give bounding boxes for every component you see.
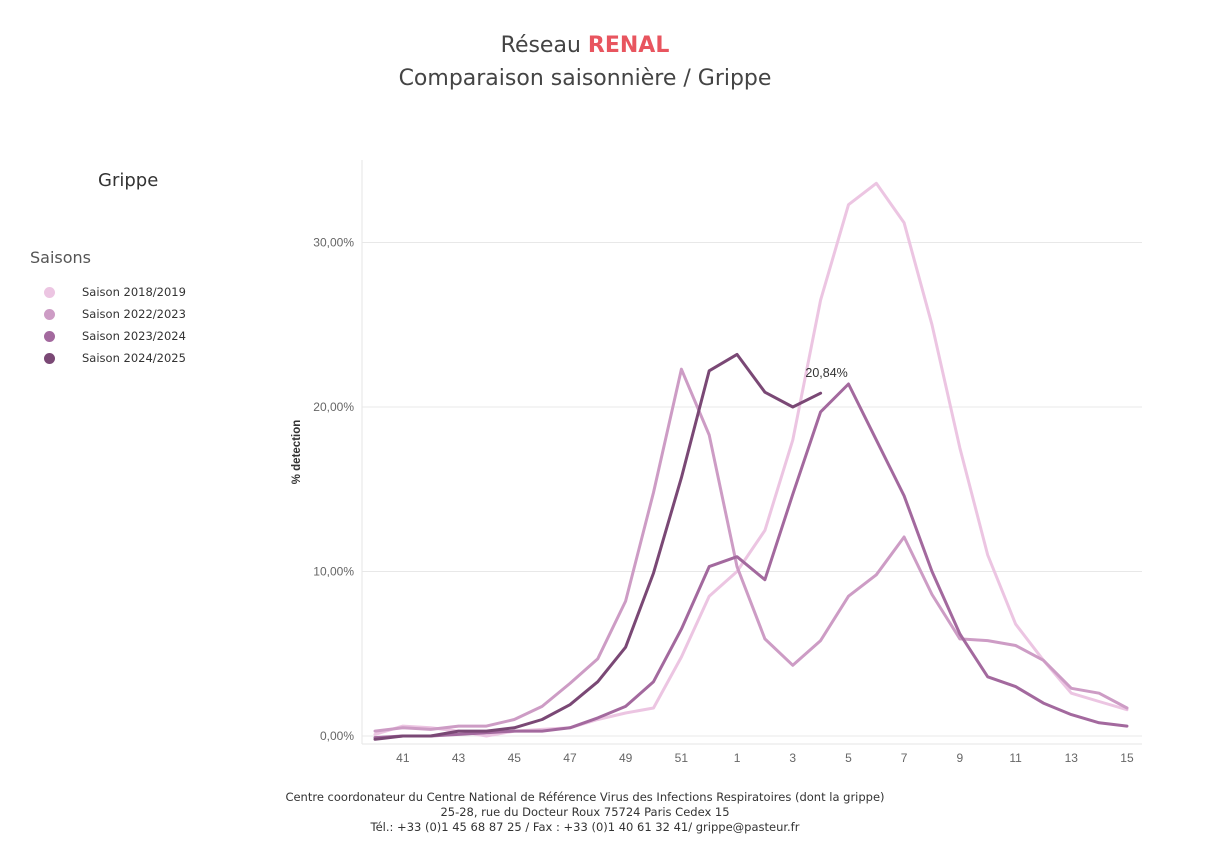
footer-line-2: 25-28, rue du Docteur Roux 75724 Paris C…	[440, 805, 730, 819]
series-line-4	[373, 352, 823, 741]
x-tick-label: 1	[734, 751, 741, 765]
legend-dot-icon	[44, 308, 55, 320]
legend-dot-icon	[44, 330, 55, 342]
page-subtitle: Comparaison saisonnière / Grippe	[398, 66, 772, 91]
footer-line-1: Centre coordonateur du Centre National d…	[285, 790, 885, 804]
legend-label: Saison 2018/2019	[82, 285, 186, 299]
legend-item[interactable]: Saison 2023/2024	[30, 325, 186, 347]
footer-line-3: Tél.: +33 (0)1 45 68 87 25 / Fax : +33 (…	[370, 820, 800, 834]
footer: Centre coordonateur du Centre National d…	[220, 790, 950, 835]
y-axis-title: % detection	[291, 420, 303, 485]
title-prefix: Réseau	[500, 33, 581, 58]
series-line-3	[373, 382, 1129, 740]
x-tick-label: 51	[675, 751, 689, 765]
x-tick-label: 15	[1120, 751, 1134, 765]
legend: Saisons Saison 2018/2019 Saison 2022/202…	[30, 248, 186, 369]
legend-dot-icon	[44, 286, 55, 298]
title-accent: RENAL	[587, 33, 670, 58]
series-line-2	[373, 367, 1129, 733]
legend-item[interactable]: Saison 2022/2023	[30, 303, 186, 325]
legend-item[interactable]: Saison 2024/2025	[30, 347, 186, 369]
y-tick-label: 10,00%	[313, 565, 354, 579]
x-tick-label: 49	[619, 751, 633, 765]
x-tick-label: 47	[563, 751, 577, 765]
legend-label: Saison 2022/2023	[82, 307, 186, 321]
page-header: Réseau RENAL Comparaison saisonnière / G…	[0, 30, 1170, 96]
legend-label: Saison 2024/2025	[82, 351, 186, 365]
x-tick-label: 11	[1009, 751, 1022, 765]
legend-item[interactable]: Saison 2018/2019	[30, 281, 186, 303]
legend-dot-icon	[44, 352, 55, 364]
y-tick-label: 0,00%	[320, 729, 354, 743]
x-tick-label: 45	[508, 751, 522, 765]
legend-label: Saison 2023/2024	[82, 329, 186, 343]
y-tick-label: 30,00%	[313, 236, 354, 250]
data-label: 20,84%	[805, 366, 847, 380]
page-title: Réseau RENAL	[0, 30, 1170, 62]
panel-title: Grippe	[98, 170, 159, 191]
x-tick-label: 3	[789, 751, 796, 765]
x-tick-label: 13	[1065, 751, 1079, 765]
y-tick-label: 20,00%	[313, 400, 354, 414]
x-tick-label: 41	[396, 751, 410, 765]
series-line-1	[373, 181, 1129, 738]
x-tick-label: 43	[452, 751, 466, 765]
x-tick-label: 5	[845, 751, 852, 765]
x-tick-label: 9	[957, 751, 964, 765]
x-tick-label: 7	[901, 751, 908, 765]
legend-title: Saisons	[30, 248, 92, 267]
